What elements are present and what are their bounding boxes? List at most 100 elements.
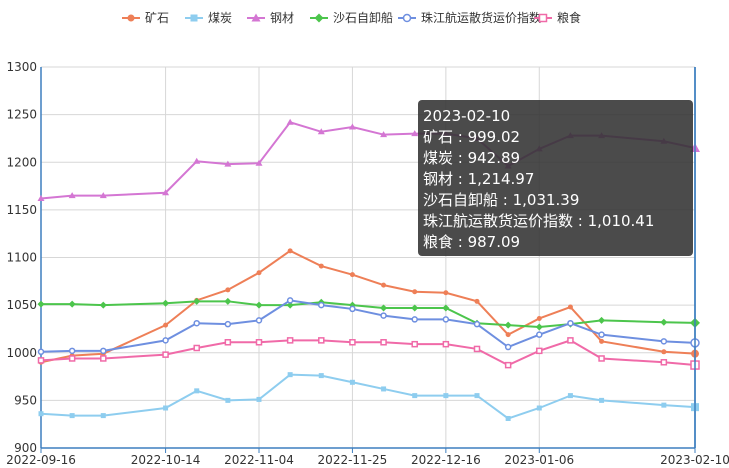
data-tooltip: 2023-02-10 矿石 : 999.02 煤炭 : 942.89 钢材 : … (418, 100, 693, 256)
tooltip-row: 沙石自卸船 : 1,031.39 (423, 191, 580, 209)
data-point (381, 282, 387, 288)
data-point (411, 130, 419, 137)
data-point (255, 339, 263, 346)
data-point (255, 159, 263, 166)
tooltip-row: 煤炭 : 942.89 (423, 149, 521, 167)
data-point (68, 300, 76, 308)
y-tick-label: 1100 (6, 251, 37, 265)
data-point (100, 347, 107, 355)
data-point (225, 397, 231, 403)
data-point (442, 340, 450, 348)
data-point (661, 402, 667, 408)
data-point (442, 304, 450, 312)
data-point (317, 128, 325, 135)
data-point (473, 320, 481, 328)
x-tick-label: 2023-01-06 (504, 453, 574, 467)
data-point (224, 297, 232, 305)
data-point (193, 297, 201, 305)
data-point (567, 319, 574, 327)
y-tick-label: 900 (14, 441, 37, 455)
series-line (40, 249, 696, 364)
y-tick-label: 1050 (6, 298, 37, 312)
legend-label: 煤炭 (208, 11, 232, 25)
data-point (224, 339, 232, 346)
data-point (37, 194, 45, 201)
series-line (40, 299, 696, 353)
data-point (380, 312, 387, 319)
data-point (443, 290, 449, 296)
data-point (163, 322, 169, 328)
x-tick-label: 2022-10-14 (131, 453, 201, 467)
data-point (411, 340, 418, 348)
data-point (536, 315, 542, 321)
data-point (318, 301, 325, 309)
legend-label: 矿石 (145, 11, 169, 25)
legend-label: 钢材 (270, 11, 294, 25)
data-point (598, 316, 606, 324)
data-point (190, 14, 198, 22)
data-point (286, 337, 294, 344)
tooltip-date: 2023-02-10 (423, 107, 511, 125)
data-point (287, 248, 293, 254)
data-point (193, 157, 201, 164)
data-point (68, 347, 76, 355)
data-point (287, 372, 293, 378)
x-tick-label: 2023-02-10 (660, 453, 729, 467)
legend-item: 粮食 (534, 10, 581, 25)
data-point (599, 338, 605, 344)
data-point (318, 337, 325, 344)
series-沙石自卸船 (37, 297, 700, 331)
series-煤炭 (38, 372, 699, 421)
series-矿石 (38, 248, 699, 365)
data-point (256, 396, 262, 402)
data-point (224, 160, 232, 167)
data-point (38, 411, 44, 417)
data-point (660, 359, 668, 366)
data-point (567, 337, 574, 344)
tooltip-row: 矿石 : 999.02 (423, 128, 521, 146)
data-point (535, 323, 543, 331)
data-point (37, 357, 45, 364)
data-point (474, 393, 480, 399)
data-point (37, 348, 45, 356)
data-point (474, 298, 480, 304)
data-point (286, 118, 294, 125)
data-point (349, 339, 356, 346)
y-tick-label: 1300 (6, 60, 37, 74)
data-point (504, 321, 512, 329)
data-point (660, 318, 668, 326)
x-tick-label: 2022-12-16 (411, 453, 481, 467)
data-point (505, 415, 511, 421)
y-tick-label: 950 (14, 393, 37, 407)
data-point (349, 379, 355, 385)
legend-label: 粮食 (557, 10, 581, 25)
data-point (661, 349, 667, 355)
data-point (318, 373, 324, 379)
data-point (505, 332, 511, 338)
y-tick-label: 1250 (6, 108, 37, 122)
data-point (411, 316, 418, 323)
y-tick-label: 1150 (6, 203, 37, 217)
data-point (286, 297, 294, 304)
data-point (68, 355, 76, 362)
data-point (349, 272, 355, 278)
data-point (567, 393, 573, 399)
data-point (162, 299, 170, 307)
legend-item: 沙石自卸船 (310, 10, 393, 25)
data-point (68, 192, 76, 199)
data-point (598, 355, 605, 362)
data-point (381, 386, 387, 392)
data-point (99, 192, 107, 199)
data-point (473, 345, 481, 353)
data-point (224, 320, 232, 328)
data-point (255, 317, 263, 324)
data-point (380, 304, 388, 312)
data-point (412, 393, 418, 399)
data-point (163, 405, 169, 411)
data-point (69, 413, 75, 419)
data-point (225, 287, 231, 293)
data-point (538, 13, 548, 23)
legend-label: 沙石自卸船 (333, 10, 393, 25)
series-珠江航运散货运价指数 (37, 297, 700, 356)
data-point (194, 388, 200, 394)
